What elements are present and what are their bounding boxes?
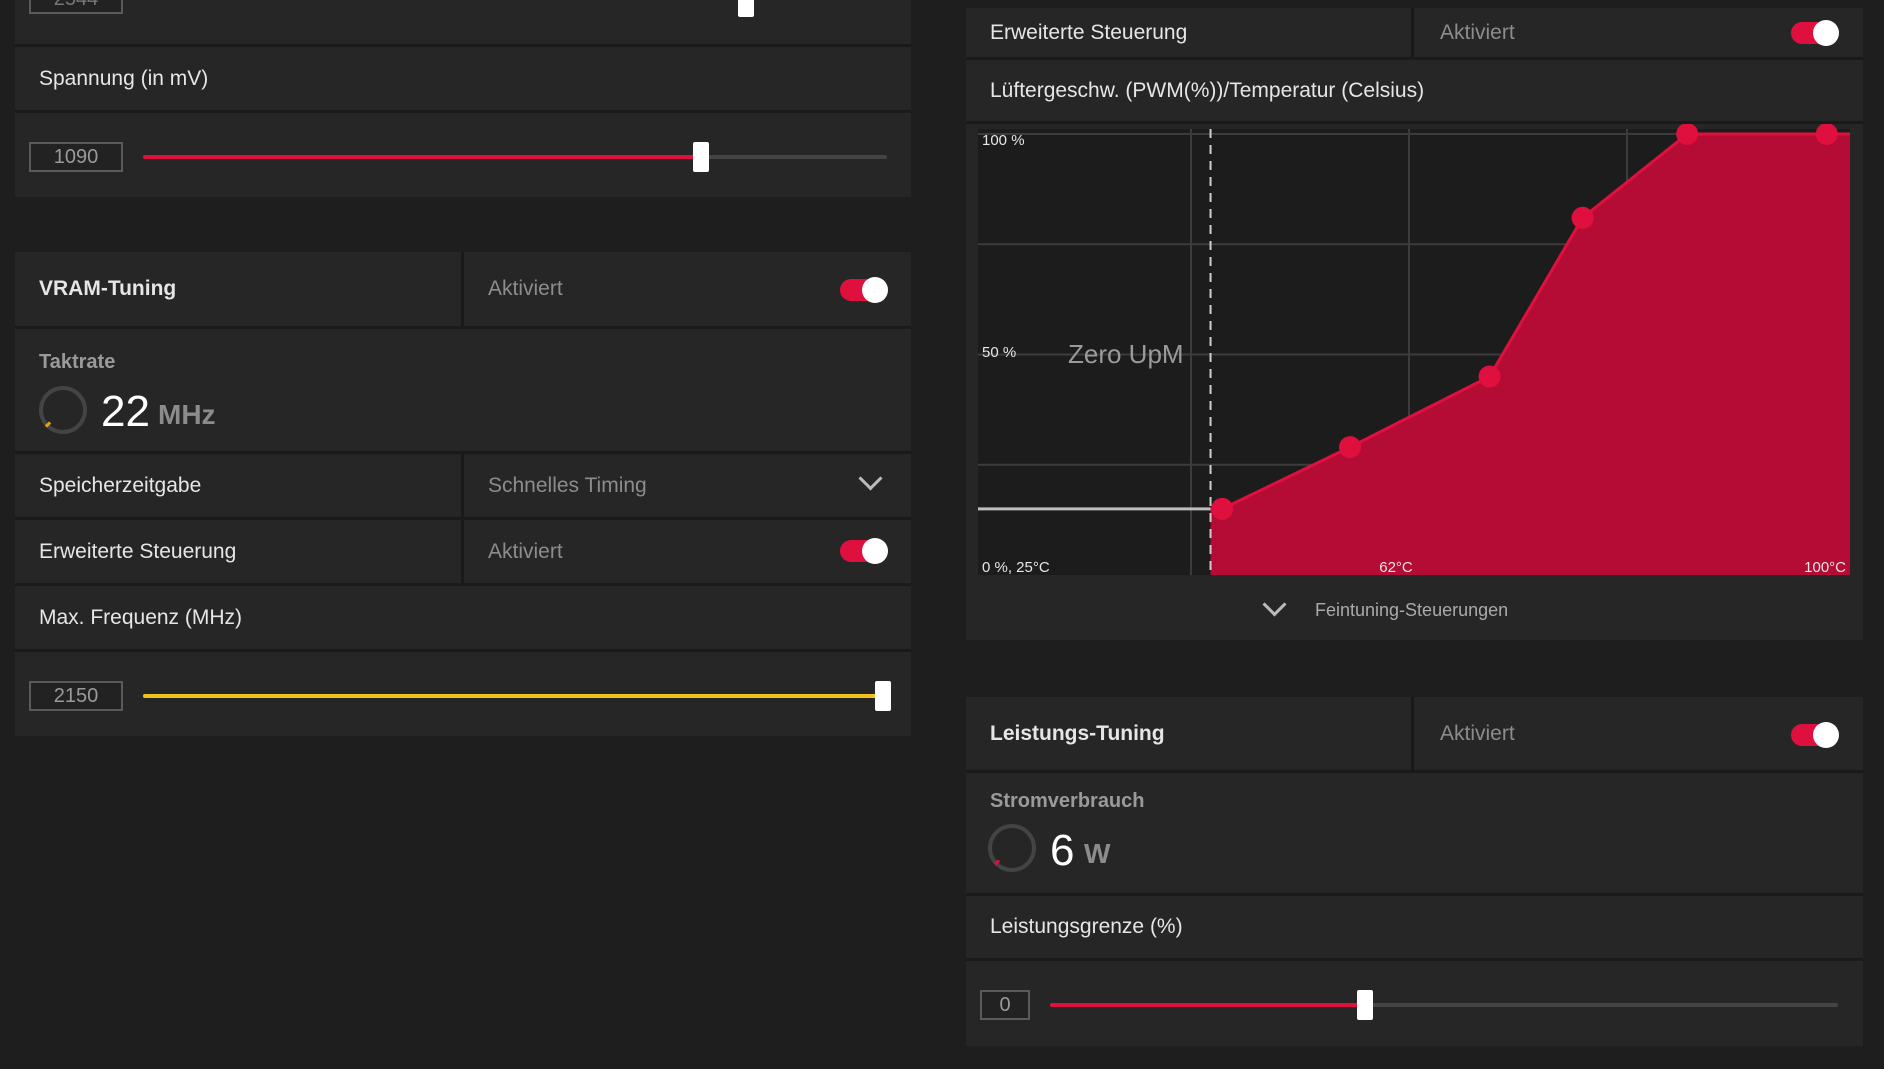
toggle-knob	[862, 538, 888, 564]
right-advanced-status: Aktiviert	[1440, 20, 1515, 44]
toggle-knob	[1813, 722, 1839, 748]
vram-clock-gauge-icon	[39, 386, 87, 434]
power-consumption-gauge-icon	[988, 824, 1036, 872]
power-consumption-panel: Stromverbrauch 6 W	[966, 773, 1863, 896]
voltage-slider-fill	[143, 155, 701, 159]
fan-curve-point[interactable]	[1676, 124, 1699, 145]
right-advanced-toggle[interactable]	[1791, 20, 1839, 46]
chevron-down-icon	[1262, 592, 1287, 617]
power-limit-slider-thumb[interactable]	[1357, 990, 1373, 1020]
power-limit-value-input[interactable]: 0	[980, 990, 1030, 1020]
divider	[461, 520, 464, 583]
top-partial-value[interactable]: 2544	[29, 0, 123, 14]
top-partial-thumb[interactable]	[738, 0, 754, 17]
fan-curve-point[interactable]	[1211, 497, 1234, 520]
power-limit-slider-fill	[1050, 1003, 1365, 1007]
vram-advanced-label: Erweiterte Steuerung	[39, 539, 237, 563]
fan-curve-chart[interactable]: 100 % 50 % 0 %, 25°C 62°C 100°C Zero UpM	[966, 124, 1863, 578]
max-frequency-slider-thumb[interactable]	[875, 681, 891, 711]
power-consumption-value: 6	[1050, 826, 1075, 875]
fan-curve-point[interactable]	[1478, 365, 1501, 388]
finetune-expander[interactable]: Feintuning-Steuerungen	[966, 578, 1863, 640]
memory-timing-row: Speicherzeitgabe Schnelles Timing	[15, 454, 911, 520]
power-tuning-title: Leistungs-Tuning	[990, 721, 1165, 745]
vram-tuning-toggle[interactable]	[840, 277, 888, 303]
top-partial-panel: 2544	[15, 0, 911, 47]
finetune-label: Feintuning-Steuerungen	[1315, 600, 1509, 620]
vram-tuning-header: VRAM-Tuning Aktiviert	[15, 252, 911, 329]
fan-curve-line	[1210, 132, 1850, 511]
power-limit-label: Leistungsgrenze (%)	[990, 915, 1183, 938]
fan-curve-point[interactable]	[1339, 436, 1362, 459]
zero-rpm-label: Zero UpM	[1068, 339, 1184, 369]
vram-tuning-status: Aktiviert	[488, 277, 563, 300]
max-frequency-slider-fill	[143, 694, 887, 698]
toggle-knob	[862, 277, 888, 303]
voltage-header: Spannung (in mV)	[15, 47, 911, 113]
divider	[1411, 8, 1414, 57]
power-limit-header: Leistungsgrenze (%)	[966, 896, 1863, 961]
vram-advanced-row: Erweiterte Steuerung Aktiviert	[15, 520, 911, 586]
label-62-celsius: 62°C	[1379, 559, 1413, 576]
divider	[461, 252, 464, 326]
fan-curve-point[interactable]	[1815, 124, 1838, 145]
gauge-needle	[44, 421, 52, 428]
label-100-percent: 100 %	[982, 132, 1025, 149]
divider	[1411, 697, 1414, 770]
fan-curve-title: Lüftergeschw. (PWM(%))/Temperatur (Celsi…	[990, 78, 1425, 102]
divider	[461, 454, 464, 517]
label-100-celsius: 100°C	[1804, 559, 1846, 576]
vram-advanced-toggle[interactable]	[840, 538, 888, 564]
power-tuning-status: Aktiviert	[1440, 721, 1515, 745]
power-limit-slider[interactable]	[1050, 990, 1838, 1020]
vram-clock-label: Taktrate	[39, 351, 116, 373]
voltage-label: Spannung (in mV)	[39, 66, 209, 90]
max-frequency-label: Max. Frequenz (MHz)	[39, 605, 243, 629]
fan-curve-point[interactable]	[1571, 206, 1594, 229]
power-limit-slider-panel: 0	[966, 961, 1863, 1046]
vram-clock-panel: Taktrate 22 MHz	[15, 329, 911, 454]
power-consumption-unit: W	[1084, 838, 1111, 869]
voltage-slider-panel: 1090	[15, 113, 911, 197]
fan-curve-points	[1211, 124, 1838, 520]
power-tuning-toggle[interactable]	[1791, 722, 1839, 748]
vram-clock-value: 22	[101, 387, 150, 436]
voltage-slider[interactable]	[143, 142, 887, 172]
gauge-needle	[993, 859, 1001, 866]
memory-timing-label: Speicherzeitgabe	[39, 473, 202, 497]
vram-clock-unit: MHz	[158, 399, 216, 430]
chevron-down-icon	[858, 466, 883, 491]
max-frequency-value-input[interactable]: 2150	[29, 681, 123, 711]
voltage-slider-thumb[interactable]	[693, 142, 709, 172]
max-frequency-slider-panel: 2150	[15, 652, 911, 736]
memory-timing-dropdown[interactable]: Schnelles Timing	[464, 454, 911, 517]
power-tuning-header: Leistungs-Tuning Aktiviert	[966, 697, 1863, 773]
voltage-value-input[interactable]: 1090	[29, 142, 123, 172]
label-0-percent: 0 %, 25°C	[982, 559, 1050, 576]
toggle-knob	[1813, 20, 1839, 46]
max-frequency-slider[interactable]	[143, 681, 891, 711]
max-frequency-header: Max. Frequenz (MHz)	[15, 586, 911, 652]
right-advanced-label: Erweiterte Steuerung	[990, 20, 1188, 44]
fan-curve-panel: 100 % 50 % 0 %, 25°C 62°C 100°C Zero UpM…	[966, 124, 1863, 640]
fan-curve-area	[1210, 134, 1850, 575]
right-advanced-row: Erweiterte Steuerung Aktiviert	[966, 8, 1863, 60]
vram-advanced-status: Aktiviert	[488, 539, 563, 563]
memory-timing-value: Schnelles Timing	[488, 474, 647, 497]
vram-tuning-title: VRAM-Tuning	[39, 277, 177, 300]
power-consumption-label: Stromverbrauch	[990, 790, 1145, 812]
fan-curve-header: Lüftergeschw. (PWM(%))/Temperatur (Celsi…	[966, 60, 1863, 124]
label-50-percent: 50 %	[982, 344, 1016, 361]
